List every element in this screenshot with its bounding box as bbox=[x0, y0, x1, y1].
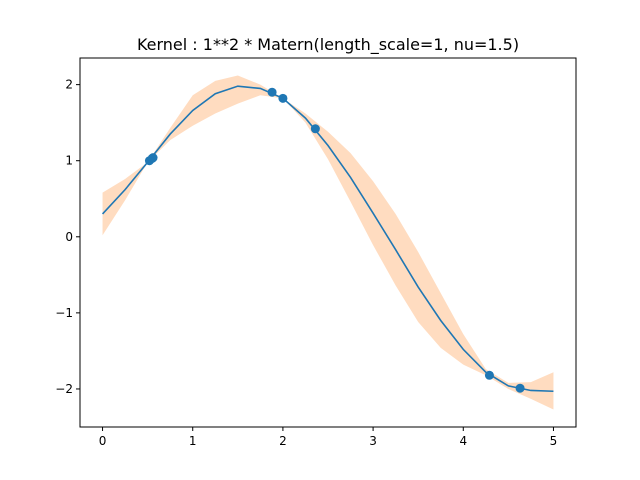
axes-frame bbox=[79, 57, 577, 428]
plot-area bbox=[101, 75, 554, 410]
y-tick-label: 0 bbox=[65, 230, 73, 244]
x-tick-label: 2 bbox=[279, 434, 287, 448]
y-axis: −2 −1 0 1 2 bbox=[55, 78, 80, 396]
x-axis: 0 1 2 3 4 5 bbox=[99, 427, 558, 448]
data-point bbox=[278, 93, 288, 103]
data-point bbox=[484, 370, 494, 380]
y-tick-label: 2 bbox=[65, 78, 73, 92]
data-point bbox=[148, 153, 158, 163]
x-tick-label: 0 bbox=[99, 434, 107, 448]
data-point bbox=[310, 124, 320, 134]
x-tick-label: 5 bbox=[550, 434, 558, 448]
data-point bbox=[515, 383, 525, 393]
confidence-band bbox=[102, 75, 554, 410]
y-tick-label: 1 bbox=[65, 154, 73, 168]
mean-line bbox=[101, 85, 554, 393]
chart-title: Kernel : 1**2 * Matern(length_scale=1, n… bbox=[137, 35, 519, 55]
data-point bbox=[267, 87, 277, 97]
y-tick-label: −1 bbox=[55, 306, 73, 320]
x-tick-label: 3 bbox=[369, 434, 377, 448]
x-tick-label: 4 bbox=[459, 434, 467, 448]
y-tick-label: −2 bbox=[55, 382, 73, 396]
x-tick-label: 1 bbox=[189, 434, 197, 448]
